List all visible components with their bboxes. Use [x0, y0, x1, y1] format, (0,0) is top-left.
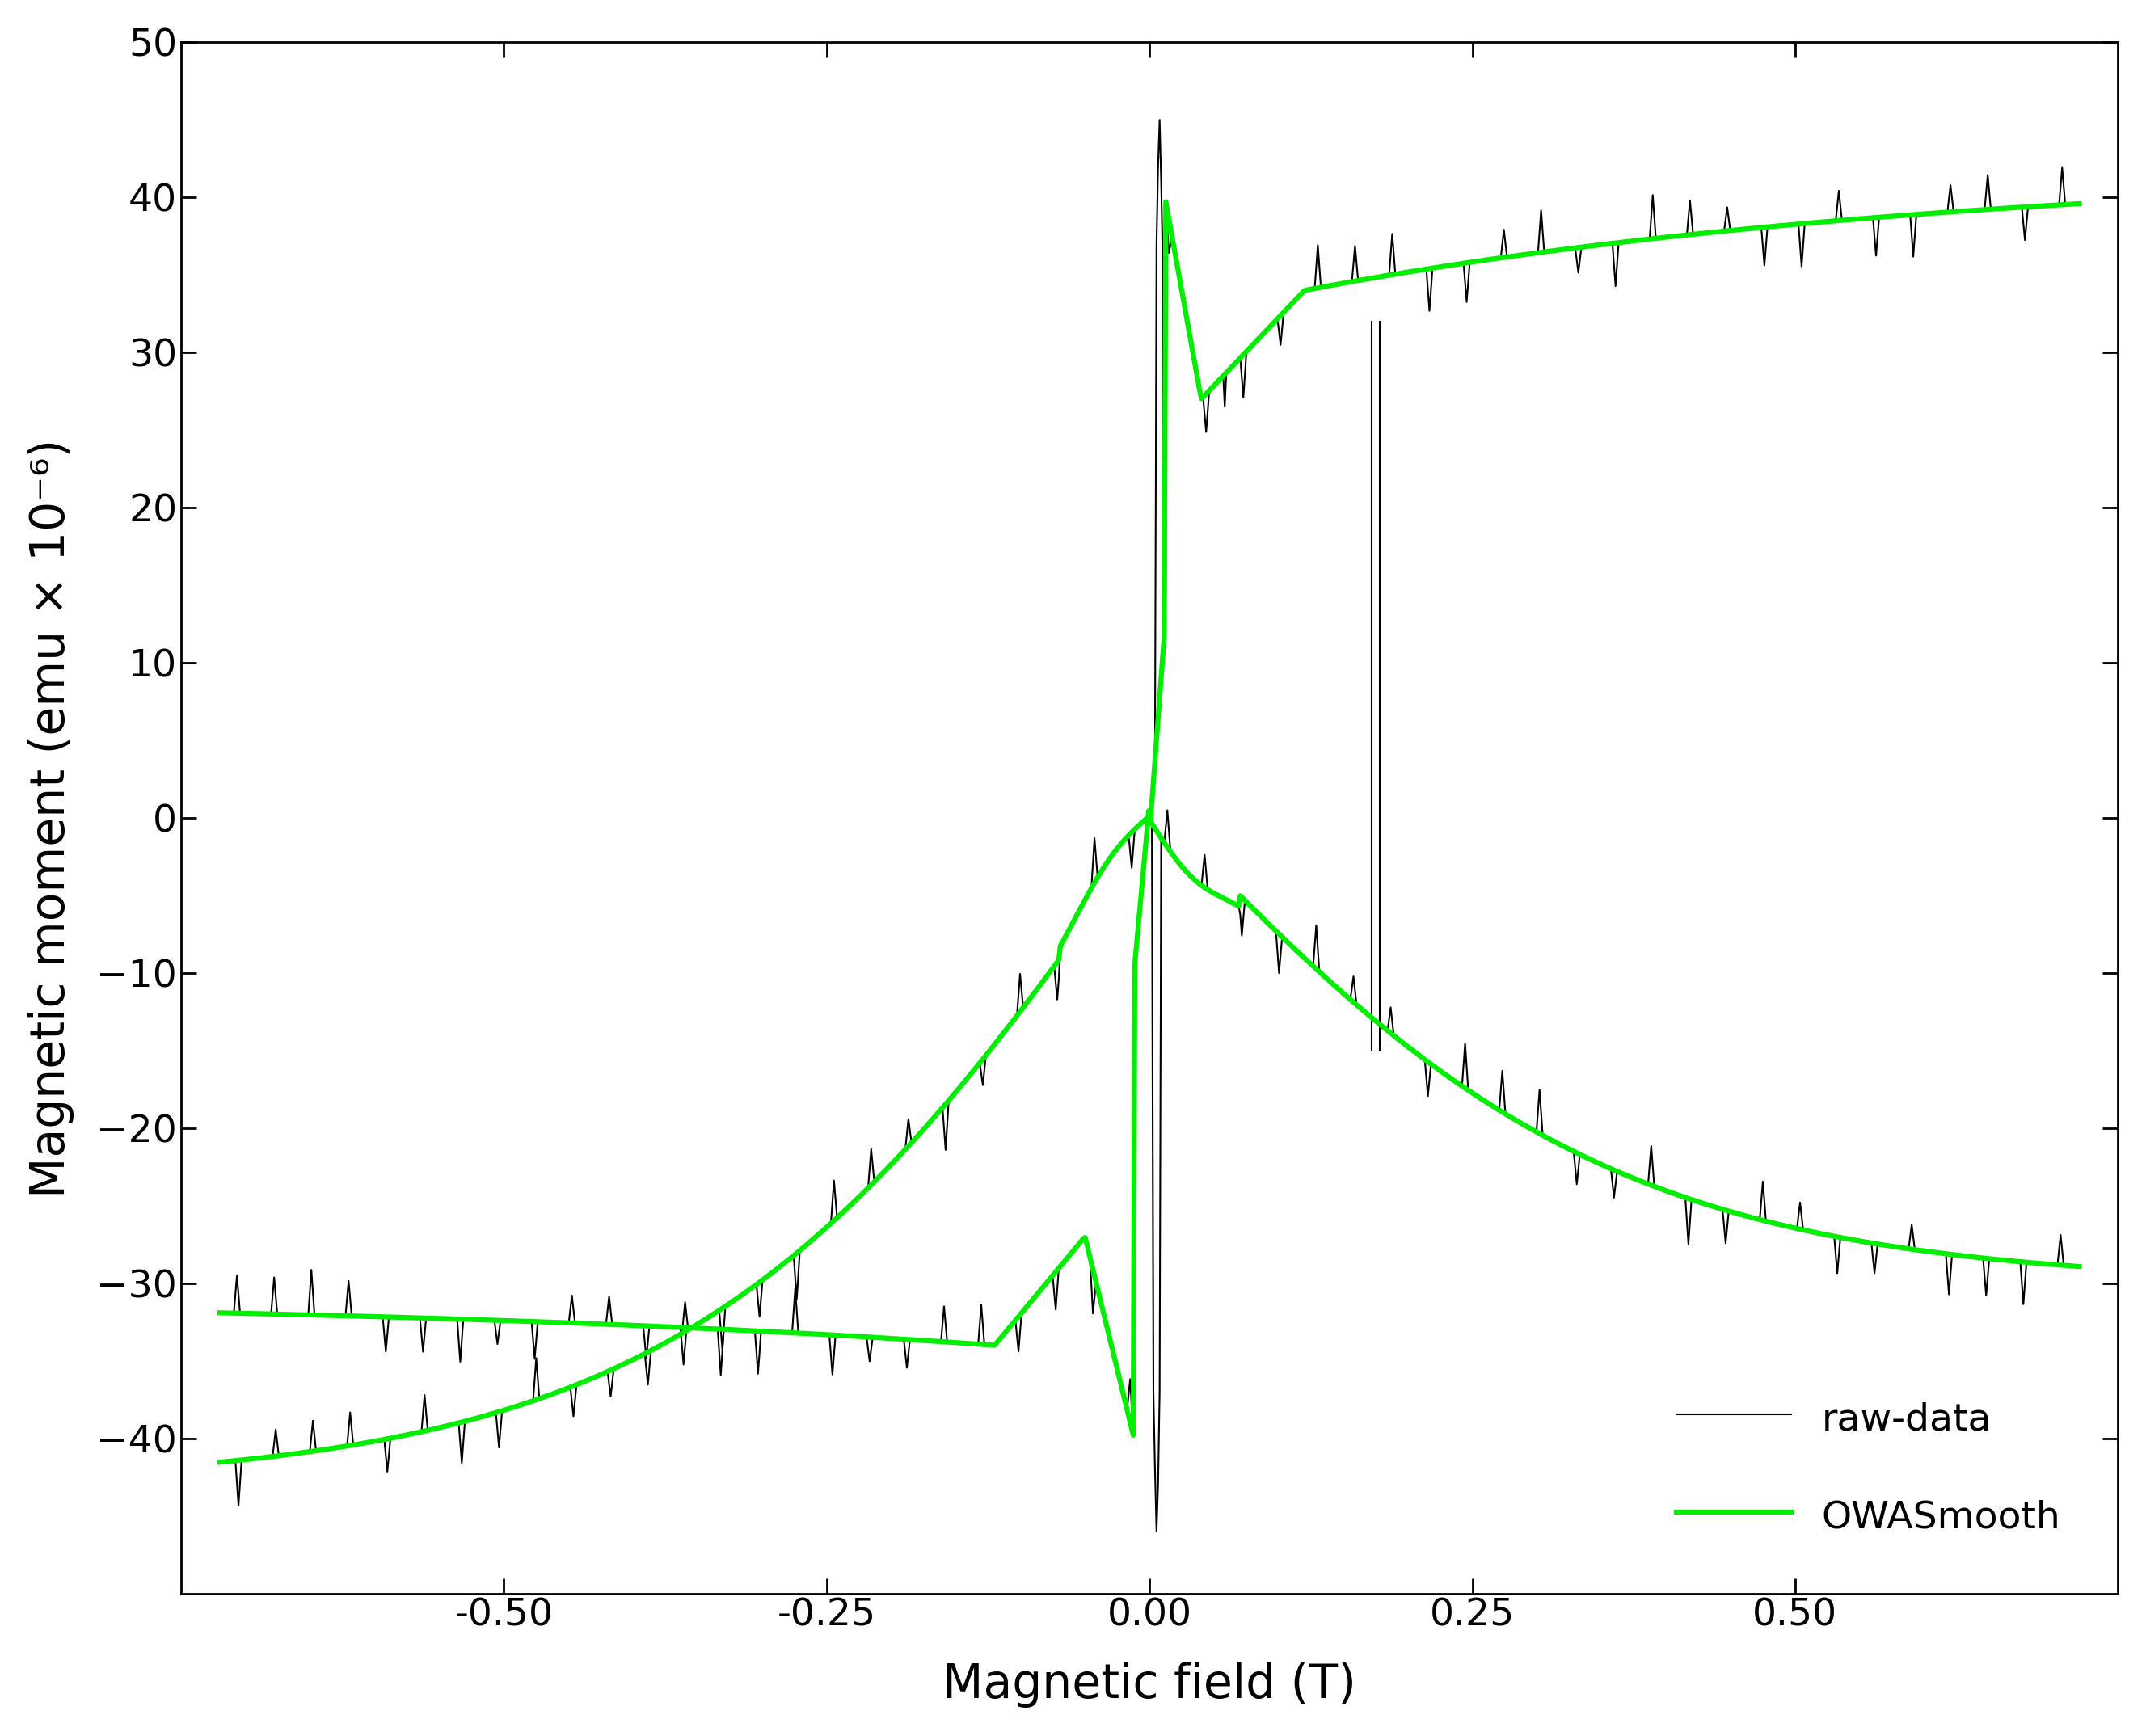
OWASmooth	[519, 1391, 545, 1411]
OWASmooth	[1185, 373, 1210, 394]
raw-data	[206, 1451, 232, 1472]
raw-data	[1225, 349, 1251, 370]
OWASmooth	[1013, 993, 1039, 1014]
raw-data	[835, 1198, 861, 1219]
OWASmooth	[833, 1198, 858, 1219]
Line: OWASmooth: OWASmooth	[219, 201, 2079, 1462]
OWASmooth	[2067, 193, 2092, 214]
Legend: raw-data, OWASmooth: raw-data, OWASmooth	[1637, 1359, 2099, 1575]
raw-data	[225, 1495, 251, 1516]
raw-data	[521, 1370, 547, 1391]
X-axis label: Magnetic field (T): Magnetic field (T)	[942, 1661, 1356, 1708]
OWASmooth	[453, 1410, 479, 1430]
raw-data	[2067, 193, 2092, 214]
raw-data	[455, 1410, 481, 1430]
Y-axis label: Magnetic moment (emu × 10⁻⁶): Magnetic moment (emu × 10⁻⁶)	[28, 439, 75, 1198]
Line: raw-data: raw-data	[219, 120, 2079, 1505]
OWASmooth	[1152, 191, 1178, 212]
raw-data	[1146, 109, 1172, 130]
OWASmooth	[206, 1451, 232, 1472]
raw-data	[1015, 991, 1041, 1012]
raw-data	[1187, 382, 1212, 403]
OWASmooth	[1223, 351, 1249, 372]
